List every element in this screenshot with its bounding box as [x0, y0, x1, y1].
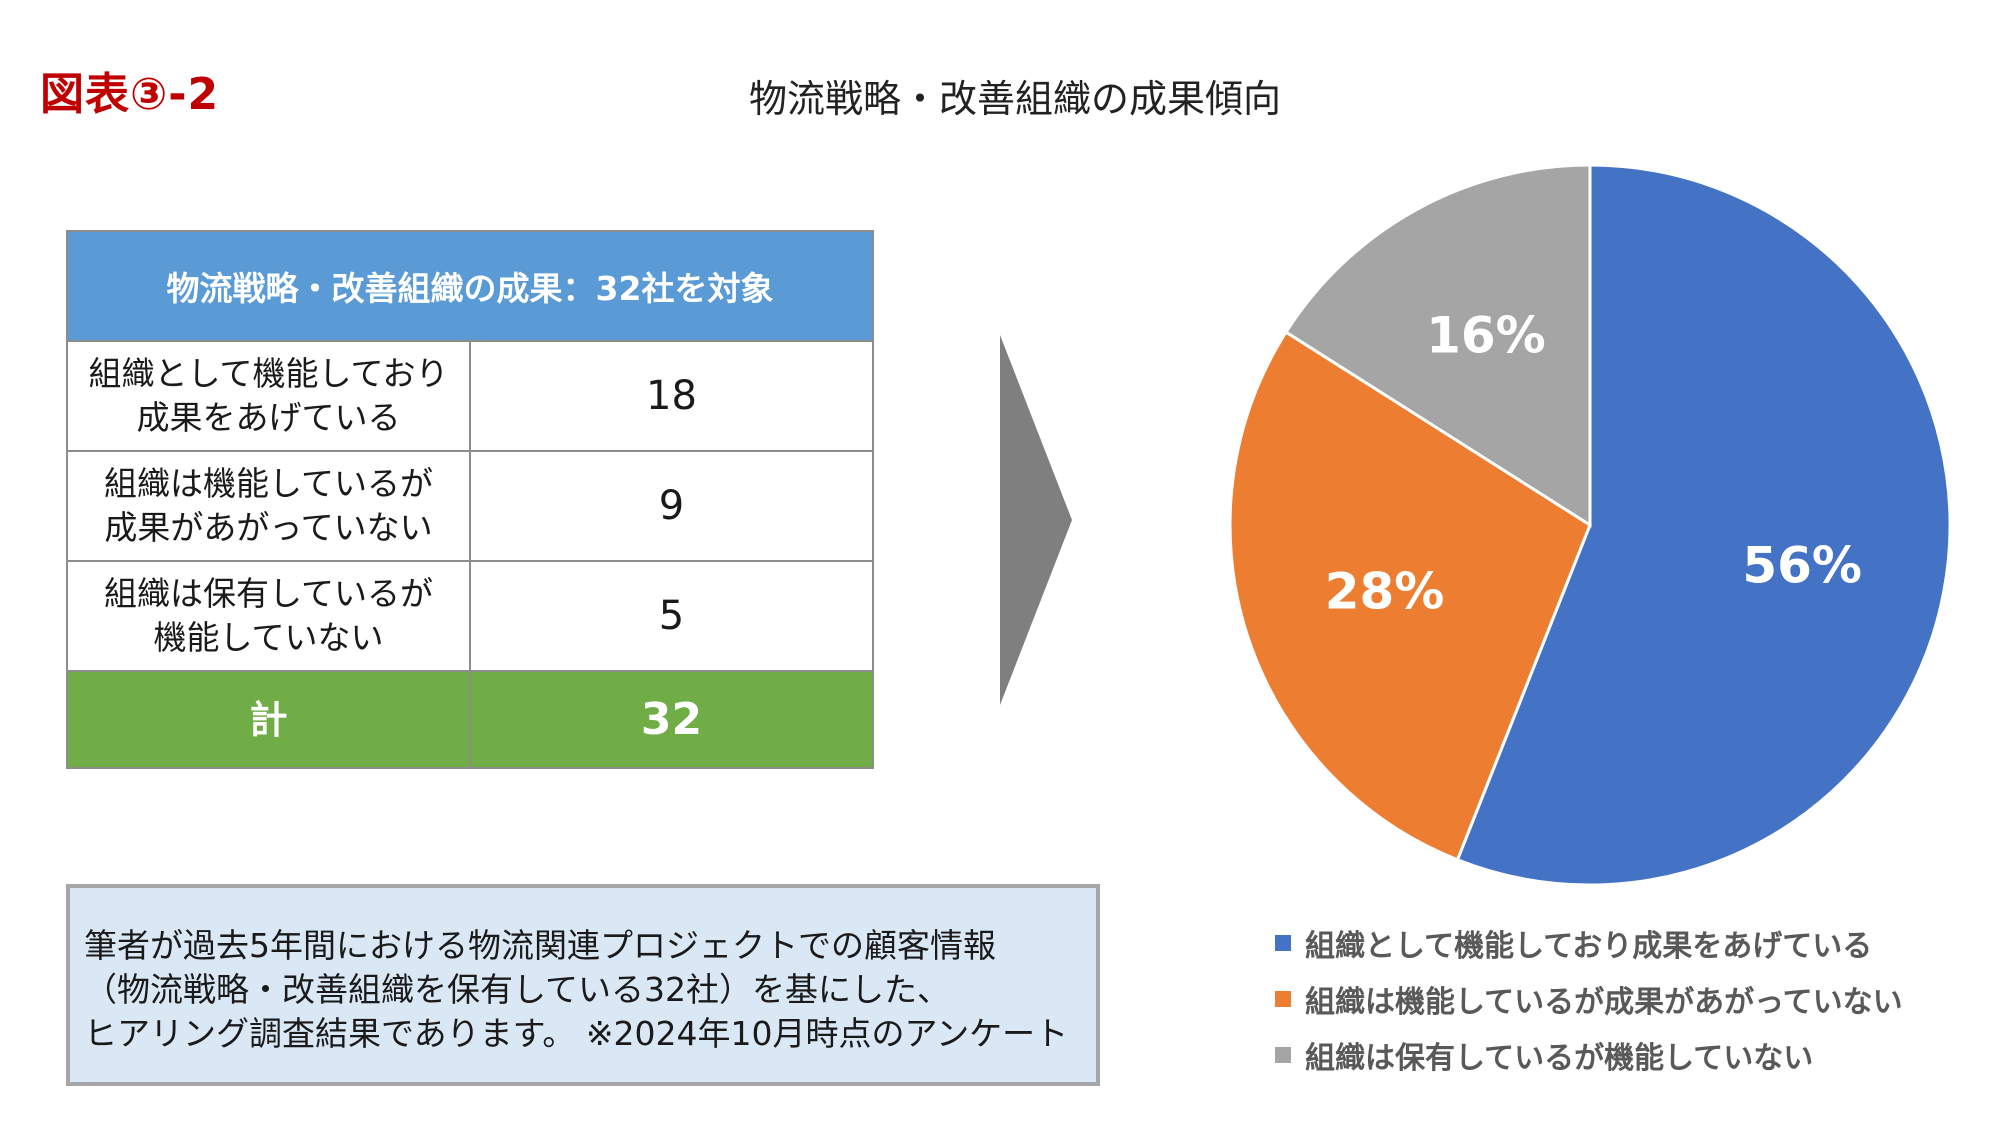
legend-swatch — [1275, 935, 1291, 951]
pie-label-not-functioning: 16% — [1426, 307, 1546, 365]
table-row: 組織として機能しており 成果をあげている 18 — [66, 340, 874, 452]
total-value: 32 — [469, 670, 874, 769]
row-label-line2: 機能していない — [153, 618, 384, 657]
row-label-line1: 組織は保有しているが — [103, 574, 433, 613]
pie-label-performing: 56% — [1742, 536, 1862, 594]
legend-label: 組織として機能しており成果をあげている — [1305, 929, 1873, 964]
legend-item-not-functioning: 組織は保有しているが機能していない — [1275, 1027, 1903, 1083]
legend-item-not-performing: 組織は機能しているが成果があがっていない — [1275, 971, 1903, 1027]
row-label-line2: 成果があがっていない — [104, 508, 433, 547]
pie-slice-not-functioning — [1283, 163, 1592, 528]
table-row: 組織は機能しているが 成果があがっていない 9 — [66, 450, 874, 562]
note-line-1: 筆者が過去5年間における物流関連プロジェクトでの顧客情報 — [84, 926, 996, 965]
row-label: 組織として機能しており 成果をあげている — [66, 340, 471, 452]
pie-slice-performing — [1455, 163, 1952, 887]
row-label-line1: 組織は機能しているが — [103, 464, 433, 503]
row-label-line1: 組織として機能しており — [88, 354, 449, 393]
row-label-line2: 成果をあげている — [136, 398, 401, 437]
table-total-row: 計 32 — [66, 670, 874, 769]
legend-swatch — [1275, 1047, 1291, 1063]
note-line-3: ヒアリング調査結果であります。 ※2024年10月時点のアンケート — [84, 1014, 1069, 1053]
legend-label: 組織は機能しているが成果があがっていない — [1305, 985, 1903, 1020]
legend-label: 組織は保有しているが機能していない — [1305, 1041, 1814, 1076]
pie-slice-not-performing — [1228, 330, 1592, 862]
row-label: 組織は機能しているが 成果があがっていない — [66, 450, 471, 562]
row-count: 18 — [469, 340, 874, 452]
pie-chart: 56% 28% 16% — [1228, 163, 1952, 887]
legend-swatch — [1275, 991, 1291, 1007]
pie-label-not-performing: 28% — [1325, 563, 1445, 621]
table-row: 組織は保有しているが 機能していない 5 — [66, 560, 874, 672]
results-table: 物流戦略・改善組織の成果：32社を対象 組織として機能しており 成果をあげている… — [66, 230, 874, 769]
total-label: 計 — [66, 670, 471, 769]
page-title: 物流戦略・改善組織の成果傾向 — [748, 77, 1281, 121]
legend-item-performing: 組織として機能しており成果をあげている — [1275, 915, 1903, 971]
right-arrow-icon — [1000, 335, 1072, 705]
row-count: 5 — [469, 560, 874, 672]
note-box: 筆者が過去5年間における物流関連プロジェクトでの顧客情報 （物流戦略・改善組織を… — [66, 884, 1100, 1086]
figure-label: 図表③-2 — [40, 69, 220, 120]
row-count: 9 — [469, 450, 874, 562]
table-header: 物流戦略・改善組織の成果：32社を対象 — [66, 230, 874, 342]
note-line-2: （物流戦略・改善組織を保有している32社）を基にした、 — [84, 970, 951, 1009]
chart-legend: 組織として機能しており成果をあげている 組織は機能しているが成果があがっていない組… — [1275, 915, 1903, 1083]
row-label: 組織は保有しているが 機能していない — [66, 560, 471, 672]
